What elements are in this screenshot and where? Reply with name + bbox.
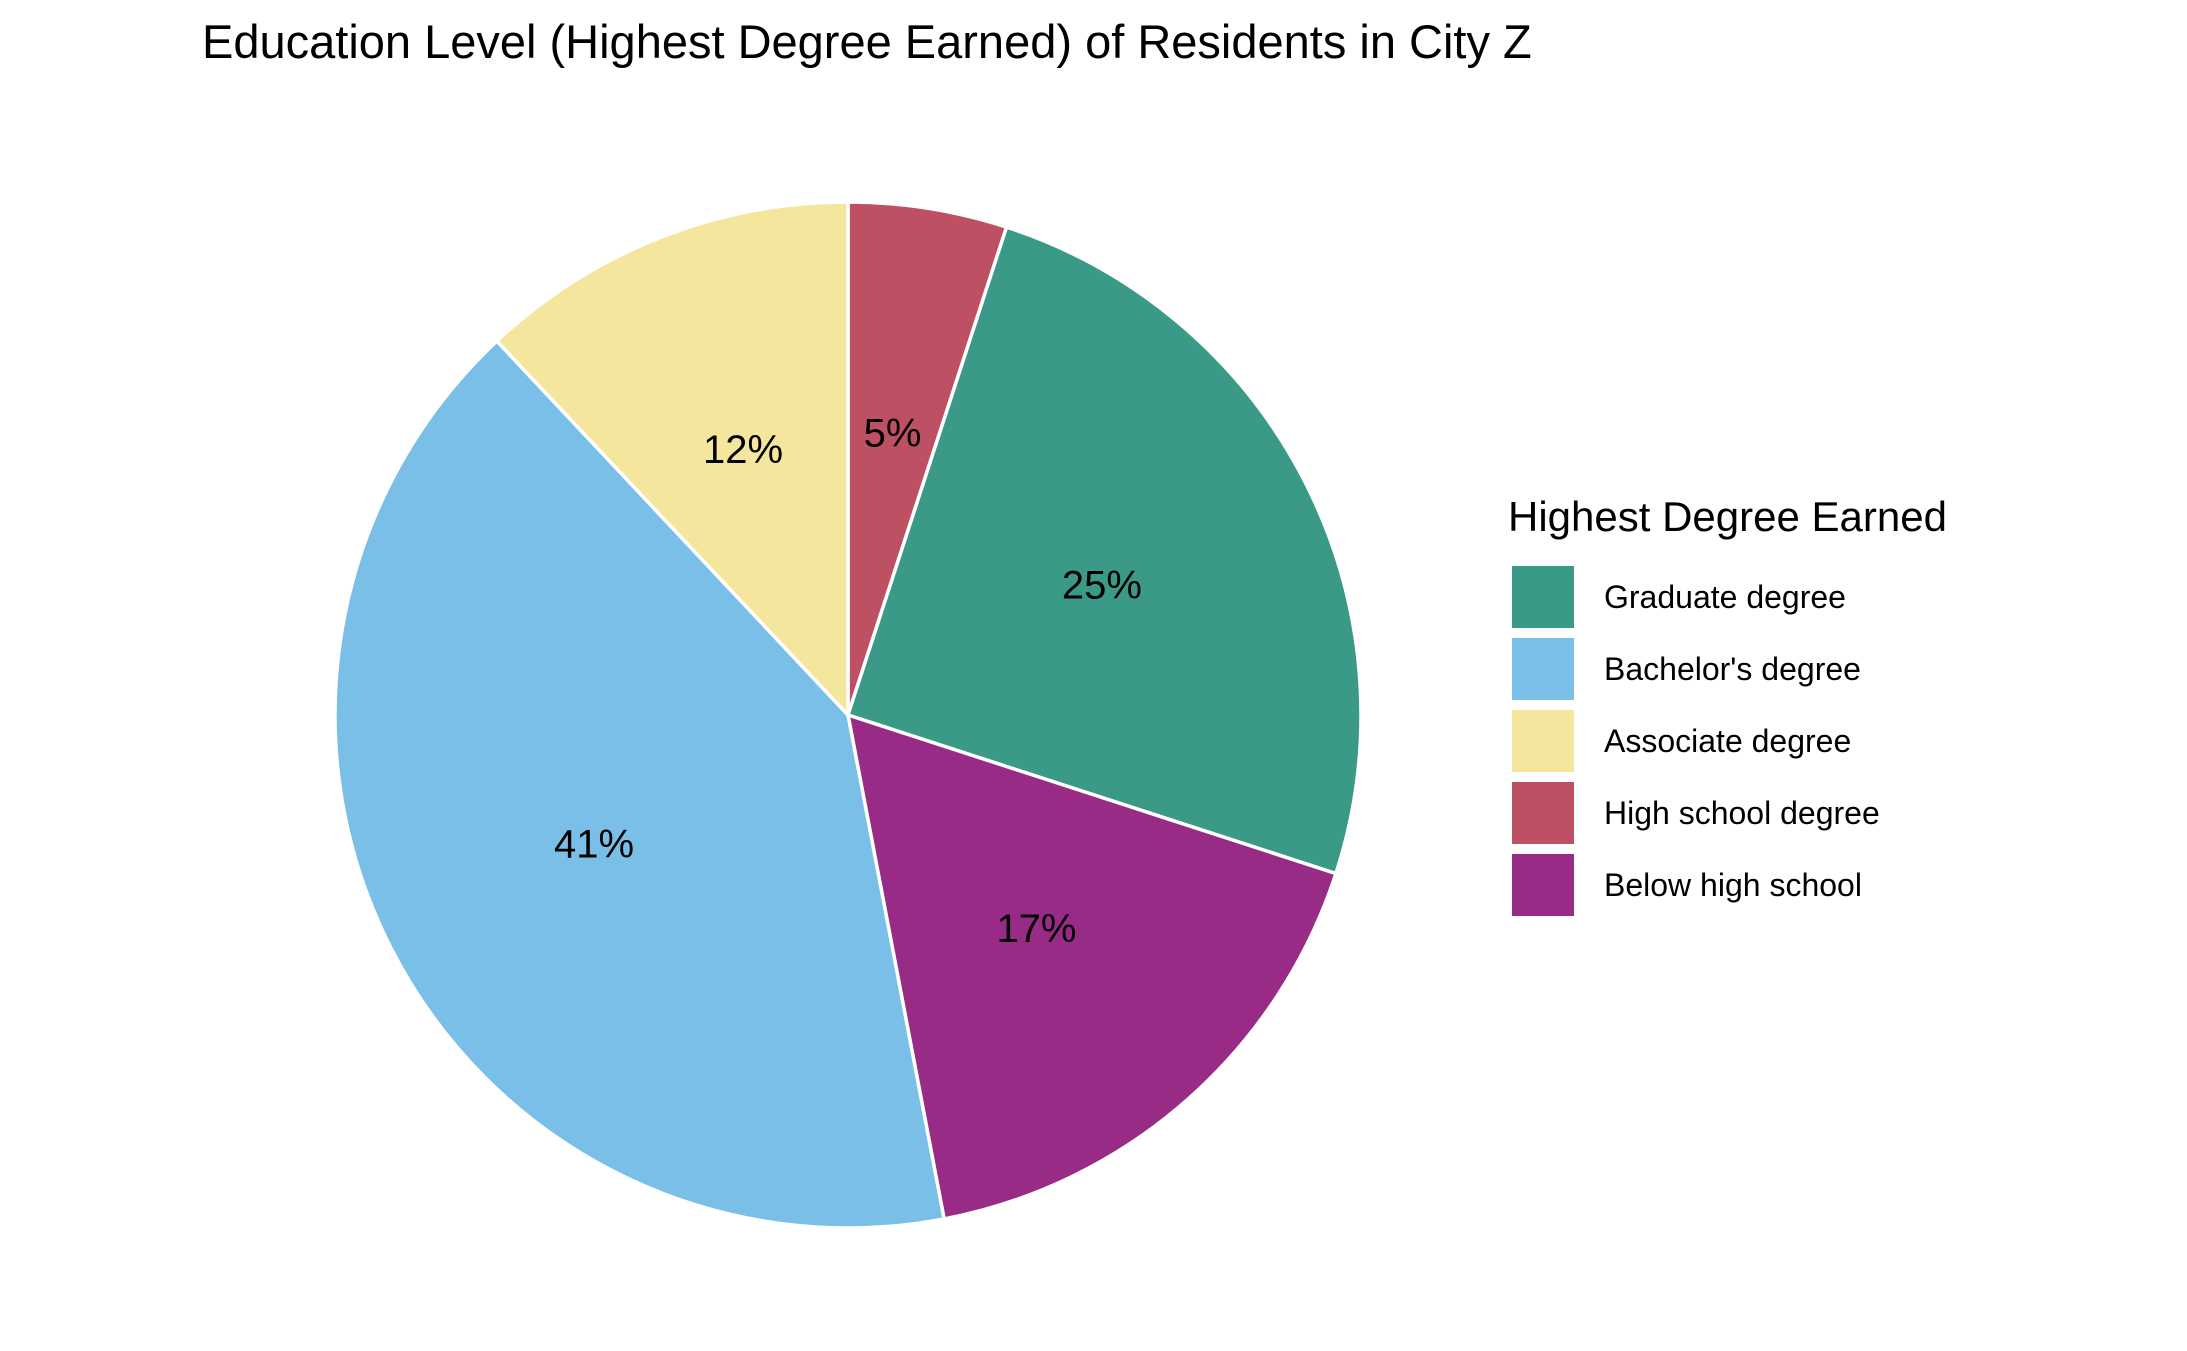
legend-item-bachelor-s-degree: Bachelor's degree xyxy=(1512,633,1947,705)
legend-swatch xyxy=(1512,710,1574,772)
slice-label-high-school-degree: 5% xyxy=(864,412,922,456)
pie-slice-labels: 5% 25% 17% 41% 12% xyxy=(554,412,1142,951)
legend-swatch xyxy=(1512,854,1574,916)
legend-label: Bachelor's degree xyxy=(1604,650,1861,687)
legend-label: Associate degree xyxy=(1604,722,1852,759)
slice-label-bachelor-s-degree: 41% xyxy=(554,822,634,866)
legend-item-associate-degree: Associate degree xyxy=(1512,705,1947,777)
legend-items: Graduate degree Bachelor's degree Associat… xyxy=(1508,561,1947,921)
pie-slice-graduate-degree xyxy=(846,225,1363,876)
pie-slice-associate-degree xyxy=(495,200,850,717)
slice-label-below-high-school: 17% xyxy=(996,907,1076,951)
legend-label: Below high school xyxy=(1604,866,1862,903)
legend-swatch xyxy=(1512,566,1574,628)
legend-label: High school degree xyxy=(1604,794,1880,831)
chart-title: Education Level (Highest Degree Earned) … xyxy=(202,15,1532,68)
legend: Highest Degree Earned Graduate degree Bac… xyxy=(1508,493,1947,921)
legend-item-high-school-degree: High school degree xyxy=(1512,777,1947,849)
slice-label-graduate-degree: 25% xyxy=(1062,564,1142,608)
pie-slice-bachelor-s-degree xyxy=(333,339,946,1230)
pie-slices xyxy=(333,200,1363,1230)
legend-swatch xyxy=(1512,638,1574,700)
slice-label-associate-degree: 12% xyxy=(703,428,783,472)
pie-slice-high-school-degree xyxy=(846,200,1009,717)
legend-item-below-high-school: Below high school xyxy=(1512,849,1947,921)
legend-label: Graduate degree xyxy=(1604,578,1846,615)
legend-item-graduate-degree: Graduate degree xyxy=(1512,561,1947,633)
legend-title: Highest Degree Earned xyxy=(1508,493,1947,540)
pie-slice-below-high-school xyxy=(846,713,1338,1221)
legend-swatch xyxy=(1512,782,1574,844)
